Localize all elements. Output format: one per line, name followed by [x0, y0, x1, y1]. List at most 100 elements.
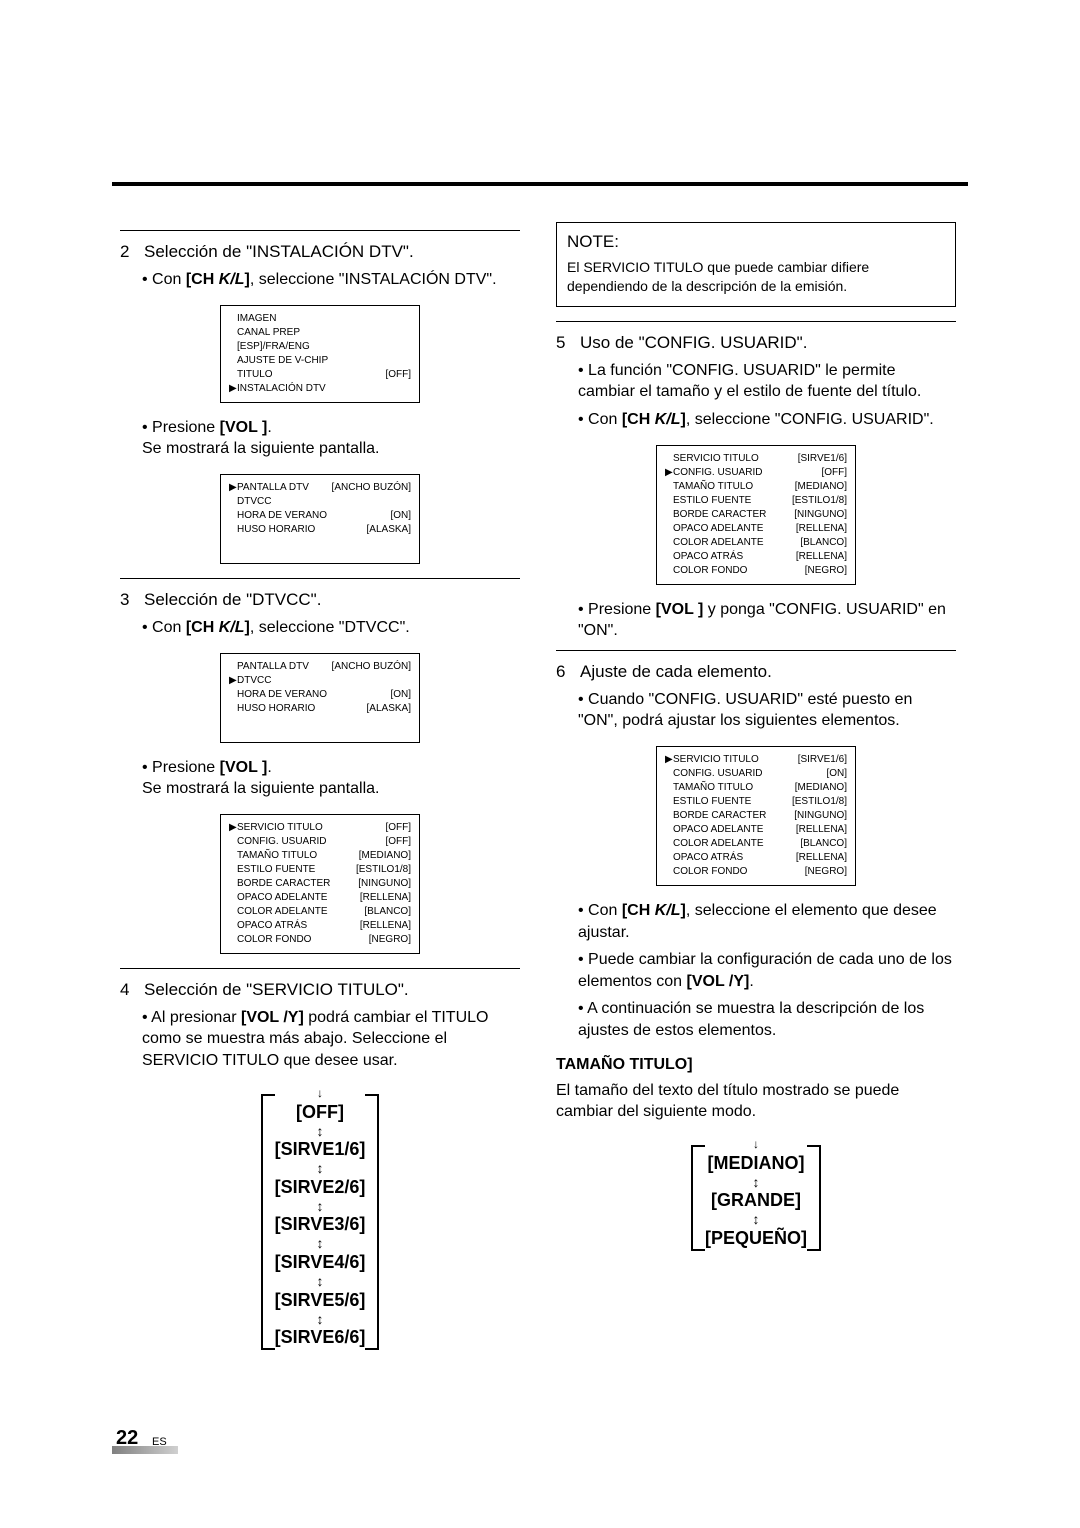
left-column: 2 Selección de "INSTALACIÓN DTV". • Con … — [120, 222, 520, 1356]
divider — [120, 968, 520, 969]
menu-row: HUSO HORARIO[ALASKA] — [229, 702, 411, 716]
key-label: [VOL /Y] — [687, 973, 750, 990]
key-label: [CH K/L] — [186, 271, 250, 288]
text: • Al presionar — [142, 1009, 241, 1026]
step-6-bullet-3: • Puede cambiar la configuración de cada… — [578, 949, 956, 992]
menu-row: PANTALLA DTV[ANCHO BUZÓN] — [229, 660, 411, 674]
step-5-bullet-2: • Con [CH K/L], seleccione "CONFIG. USUA… — [578, 409, 956, 431]
text: , seleccione "INSTALACIÓN DTV". — [250, 271, 497, 288]
step-2-bullet-1: • Con [CH K/L], seleccione "INSTALACIÓN … — [142, 269, 520, 291]
text: • Con — [142, 271, 186, 288]
note-text: El SERVICIO TITULO que puede cambiar dif… — [567, 258, 945, 296]
step-title: Selección de "INSTALACIÓN DTV". — [144, 241, 414, 263]
step-number: 2 — [120, 241, 136, 263]
key-label: [VOL ] — [220, 419, 268, 436]
cycle-item: [SIRVE3/6] — [275, 1214, 366, 1235]
updown-arrow-icon: ↕ — [275, 1237, 366, 1250]
menu-row: AJUSTE DE V-CHIP — [229, 354, 411, 368]
menu-row: COLOR ADELANTE[BLANCO] — [665, 536, 847, 550]
step-title: Uso de "CONFIG. USUARID". — [580, 332, 807, 354]
step-5-bullet-3: • Presione [VOL ] y ponga "CONFIG. USUAR… — [578, 599, 956, 642]
menu-row: OPACO ADELANTE[RELLENA] — [665, 522, 847, 536]
menu-box-3: PANTALLA DTV[ANCHO BUZÓN]▶DTVCCHORA DE V… — [220, 653, 420, 743]
menu-row: OPACO ATRÁS[RELLENA] — [229, 919, 411, 933]
updown-arrow-icon: ↕ — [705, 1176, 807, 1189]
menu-row: CONFIG. USUARID[ON] — [665, 767, 847, 781]
divider — [556, 321, 956, 322]
note-title: NOTE: — [567, 231, 945, 254]
step-3-bullet-2: • Presione [VOL ]. Se mostrará la siguie… — [142, 757, 520, 800]
updown-arrow-icon: ↕ — [275, 1313, 366, 1326]
menu-row: ▶SERVICIO TITULO[SIRVE1/6] — [665, 753, 847, 767]
menu-row: IMAGEN — [229, 312, 411, 326]
menu-row: COLOR FONDO[NEGRO] — [229, 933, 411, 947]
menu-row: BORDE CARACTER[NINGUNO] — [665, 809, 847, 823]
step-number: 4 — [120, 979, 136, 1001]
step-number: 6 — [556, 661, 572, 683]
cycle-item: [PEQUEÑO] — [705, 1228, 807, 1249]
step-2: 2 Selección de "INSTALACIÓN DTV". — [120, 241, 520, 263]
text: • Con — [142, 619, 186, 636]
divider — [556, 650, 956, 651]
cycle-item: [SIRVE6/6] — [275, 1327, 366, 1348]
cycle-diagram-tamano: ↓[MEDIANO]↕[GRANDE]↕[PEQUEÑO] — [556, 1137, 956, 1257]
updown-arrow-icon: ↕ — [275, 1275, 366, 1288]
cycle-diagram-servicio: ↓[OFF]↕[SIRVE1/6]↕[SIRVE2/6]↕[SIRVE3/6]↕… — [120, 1086, 520, 1357]
step-title: Selección de "SERVICIO TITULO". — [144, 979, 409, 1001]
divider — [120, 230, 520, 231]
menu-row: TAMAÑO TITULO[MEDIANO] — [229, 849, 411, 863]
key-label: [VOL /Y] — [241, 1009, 304, 1026]
menu-box-6: ▶SERVICIO TITULO[SIRVE1/6]CONFIG. USUARI… — [656, 746, 856, 886]
menu-row: COLOR FONDO[NEGRO] — [665, 865, 847, 879]
text: • A continuación se muestra la descripci… — [578, 998, 956, 1041]
cycle-item: [MEDIANO] — [705, 1153, 807, 1174]
step-6-bullet-1: • Cuando "CONFIG. USUARID" esté puesto e… — [578, 689, 956, 732]
tamano-para: El tamaño del texto del título mostrado … — [556, 1080, 956, 1123]
cycle-item: [OFF] — [275, 1102, 366, 1123]
menu-row: COLOR ADELANTE[BLANCO] — [229, 905, 411, 919]
updown-arrow-icon: ↕ — [275, 1162, 366, 1175]
tamano-head: TAMAÑO TITULO] — [556, 1056, 956, 1074]
menu-row: OPACO ADELANTE[RELLENA] — [665, 823, 847, 837]
cycle-item: [SIRVE1/6] — [275, 1139, 366, 1160]
text: • Presione — [578, 601, 656, 618]
menu-box-2: ▶PANTALLA DTV[ANCHO BUZÓN]DTVCCHORA DE V… — [220, 474, 420, 564]
updown-arrow-icon: ↕ — [275, 1125, 366, 1138]
text: . — [267, 419, 271, 436]
right-column: NOTE: El SERVICIO TITULO que puede cambi… — [556, 222, 956, 1257]
cycle-item: [SIRVE2/6] — [275, 1177, 366, 1198]
text: . — [267, 759, 271, 776]
menu-row: TITULO[OFF] — [229, 368, 411, 382]
menu-row: ▶PANTALLA DTV[ANCHO BUZÓN] — [229, 481, 411, 495]
menu-row: BORDE CARACTER[NINGUNO] — [665, 508, 847, 522]
top-rule — [112, 182, 968, 186]
text: , seleccione "CONFIG. USUARID". — [686, 411, 934, 428]
step-title: Ajuste de cada elemento. — [580, 661, 772, 683]
menu-row: ▶SERVICIO TITULO[OFF] — [229, 821, 411, 835]
menu-row: ▶DTVCC — [229, 674, 411, 688]
step-6: 6 Ajuste de cada elemento. — [556, 661, 956, 683]
menu-row: CANAL PREP — [229, 326, 411, 340]
text: Se mostrará la siguiente pantalla. — [142, 780, 379, 797]
text: • La función "CONFIG. USUARID" le permit… — [578, 360, 956, 403]
menu-row: HORA DE VERANO[ON] — [229, 688, 411, 702]
menu-row: HORA DE VERANO[ON] — [229, 509, 411, 523]
text: Se mostrará la siguiente pantalla. — [142, 440, 379, 457]
note-box: NOTE: El SERVICIO TITULO que puede cambi… — [556, 222, 956, 307]
menu-row: COLOR FONDO[NEGRO] — [665, 564, 847, 578]
cycle-item: [SIRVE4/6] — [275, 1252, 366, 1273]
step-4-bullet-1: • Al presionar [VOL /Y] podrá cambiar el… — [142, 1007, 520, 1072]
menu-row: ESTILO FUENTE[ESTILO1/8] — [665, 795, 847, 809]
menu-row: HUSO HORARIO[ALASKA] — [229, 523, 411, 537]
menu-row: [ESP]/FRA/ENG — [229, 340, 411, 354]
step-3: 3 Selección de "DTVCC". — [120, 589, 520, 611]
menu-row: SERVICIO TITULO[SIRVE1/6] — [665, 452, 847, 466]
menu-row: BORDE CARACTER[NINGUNO] — [229, 877, 411, 891]
page-number: 22 — [116, 1427, 138, 1450]
text: • Puede cambiar la configuración de cada… — [578, 951, 952, 990]
menu-row: ESTILO FUENTE[ESTILO1/8] — [229, 863, 411, 877]
menu-row: OPACO ATRÁS[RELLENA] — [665, 550, 847, 564]
menu-box-1: IMAGENCANAL PREP[ESP]/FRA/ENGAJUSTE DE V… — [220, 305, 420, 403]
menu-row: ESTILO FUENTE[ESTILO1/8] — [665, 494, 847, 508]
key-label: [CH K/L] — [186, 619, 250, 636]
